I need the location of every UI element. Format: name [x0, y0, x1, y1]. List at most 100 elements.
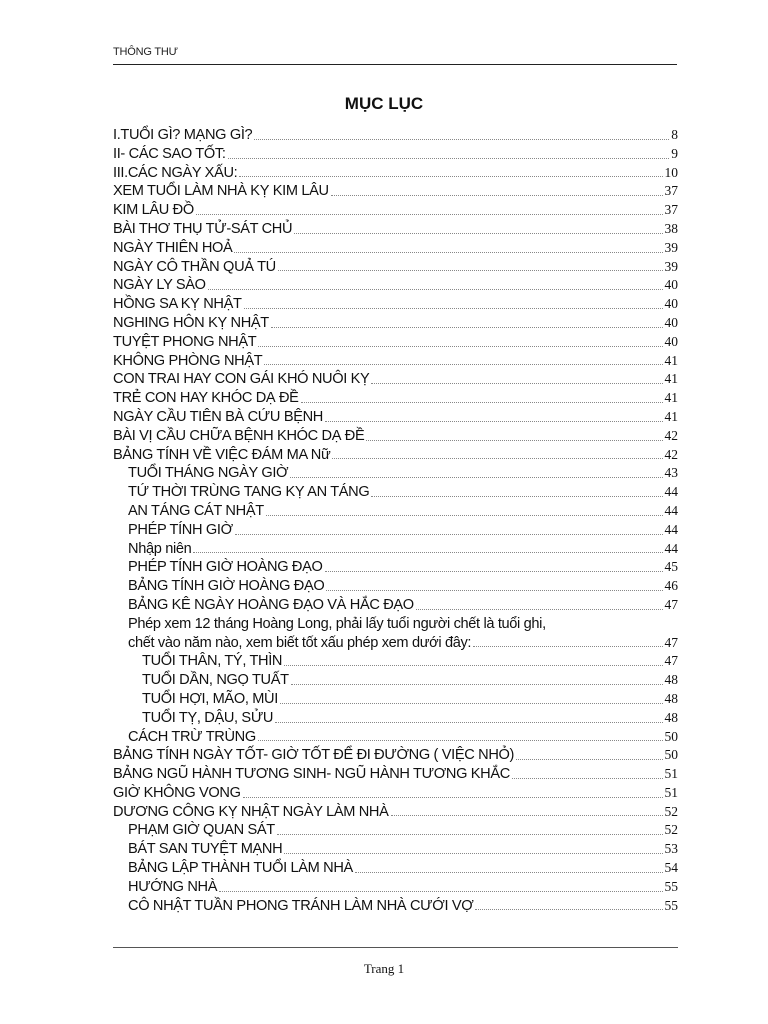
toc-entry-page: 47	[664, 596, 679, 612]
dot-leader	[290, 683, 663, 685]
toc-entry-title: BẢNG TÍNH NGÀY TỐT- GIỜ TỐT ĐỂ ĐI ĐƯỜNG …	[113, 747, 515, 764]
toc-entry[interactable]: AN TÁNG CÁT NHẬT 44	[113, 502, 678, 521]
toc-entry-page: 38	[664, 220, 679, 236]
toc-entry-title: BÀI VỊ CẦU CHỮA BỆNH KHÓC DẠ ĐỀ	[113, 427, 365, 444]
dot-leader	[219, 890, 663, 892]
toc-entry[interactable]: TRẺ CON HAY KHÓC DẠ ĐỀ 41	[113, 389, 678, 408]
toc-entry-title: BẢNG TÍNH VỀ VIỆC ĐÁM MA Nữ	[113, 446, 331, 463]
dot-leader	[279, 702, 663, 704]
toc-entry-page: 54	[664, 860, 679, 876]
toc-entry-title: TUỔI DẦN, NGỌ TUẤT	[142, 672, 289, 689]
toc-entry[interactable]: I.TUỔI GÌ? MẠNG GÌ? 8	[113, 126, 678, 145]
dot-leader	[473, 646, 663, 648]
toc-entry[interactable]: NGÀY CẦU TIÊN BÀ CỨU BỆNH 41	[113, 408, 678, 427]
toc-entry-title: TUỔI THÁNG NGÀY GIỜ	[128, 465, 289, 482]
toc-entry[interactable]: Nhập niên 44	[113, 540, 678, 559]
toc-entry[interactable]: XEM TUỔI LÀM NHÀ KỴ KIM LÂU 37	[113, 182, 678, 201]
toc-entry-title: NGHING HÔN KỴ NHẬT	[113, 314, 269, 331]
toc-entry[interactable]: III.CÁC NGÀY XẤU: 10	[113, 164, 678, 183]
toc-entry[interactable]: TUỔI TỴ, DẬU, SỬU 48	[113, 709, 678, 728]
toc-entry-title: Nhập niên	[128, 540, 192, 557]
table-of-contents: I.TUỔI GÌ? MẠNG GÌ? 8 II- CÁC SAO TỐT: 9 III…	[113, 126, 678, 915]
toc-entry-title: BẢNG KÊ NGÀY HOÀNG ĐẠO VÀ HẮC ĐẠO	[128, 596, 414, 613]
dot-leader	[300, 401, 663, 403]
toc-entry-page: 55	[664, 897, 679, 913]
toc-entry[interactable]: TUYỆT PHONG NHẬT 40	[113, 333, 678, 352]
toc-entry[interactable]: NGÀY LY SÀO 40	[113, 276, 678, 295]
toc-entry[interactable]: DƯƠNG CÔNG KỴ NHẬT NGÀY LÀM NHÀ 52	[113, 803, 678, 822]
dot-leader	[275, 721, 663, 723]
toc-entry[interactable]: BẢNG KÊ NGÀY HOÀNG ĐẠO VÀ HẮC ĐẠO 47	[113, 596, 678, 615]
toc-entry[interactable]: CÁCH TRỪ TRÙNG 50	[113, 728, 678, 747]
toc-entry[interactable]: HƯỚNG NHÀ 55	[113, 878, 678, 897]
toc-entry-page: 41	[664, 408, 679, 424]
toc-entry[interactable]: CON TRAI HAY CON GÁI KHÓ NUÔI KỴ 41	[113, 370, 678, 389]
toc-entry[interactable]: BÁT SAN TUYỆT MẠNH 53	[113, 840, 678, 859]
dot-leader	[193, 552, 663, 554]
toc-entry-page: 48	[664, 690, 679, 706]
toc-entry-page: 47	[664, 634, 679, 650]
dot-leader	[243, 307, 663, 309]
toc-entry[interactable]: II- CÁC SAO TỐT: 9	[113, 145, 678, 164]
toc-entry-title: BẢNG LẬP THÀNH TUỔI LÀM NHÀ	[128, 860, 353, 877]
toc-entry-title: PHÉP TÍNH GIỜ HOÀNG ĐẠO	[128, 559, 323, 576]
toc-entry[interactable]: KHÔNG PHÒNG NHẬT 41	[113, 352, 678, 371]
toc-entry-title: AN TÁNG CÁT NHẬT	[128, 502, 264, 519]
dot-leader	[257, 740, 663, 742]
dot-leader	[475, 909, 663, 911]
toc-entry-title: II- CÁC SAO TỐT:	[113, 145, 226, 162]
toc-entry[interactable]: PHẠM GIỜ QUAN SÁT 52	[113, 821, 678, 840]
dot-leader	[276, 834, 663, 836]
dot-leader	[239, 176, 663, 178]
toc-entry[interactable]: PHÉP TÍNH GIỜ HOÀNG ĐẠO 45	[113, 558, 678, 577]
toc-entry-page: 48	[664, 709, 679, 725]
toc-entry[interactable]: NGHING HÔN KỴ NHẬT 40	[113, 314, 678, 333]
toc-entry[interactable]: GIỜ KHÔNG VONG 51	[113, 784, 678, 803]
dot-leader	[277, 270, 663, 272]
dot-leader	[371, 495, 663, 497]
toc-entry-page: 41	[664, 352, 679, 368]
dot-leader	[254, 138, 670, 140]
toc-entry-page: 40	[664, 314, 679, 330]
toc-entry-page: 42	[664, 446, 679, 462]
toc-entry-title: NGÀY LY SÀO	[113, 277, 206, 294]
toc-entry-page: 47	[664, 653, 679, 669]
toc-entry[interactable]: TỨ THỜI TRÙNG TANG KỴ AN TÁNG 44	[113, 483, 678, 502]
toc-entry[interactable]: KIM LÂU ĐỒ 37	[113, 201, 678, 220]
toc-entry[interactable]: BẢNG TÍNH VỀ VIỆC ĐÁM MA Nữ 42	[113, 446, 678, 465]
toc-entry[interactable]: BÀI VỊ CẦU CHỮA BỆNH KHÓC DẠ ĐỀ 42	[113, 427, 678, 446]
toc-entry[interactable]: TUỔI THÁNG NGÀY GIỜ 43	[113, 464, 678, 483]
toc-entry-page: 44	[664, 484, 679, 500]
toc-entry[interactable]: BÀI THƠ THỤ TỬ-SÁT CHỦ 38	[113, 220, 678, 239]
toc-entry-title: BẢNG NGŨ HÀNH TƯƠNG SINH- NGŨ HÀNH TƯƠNG…	[113, 766, 510, 783]
toc-entry[interactable]: BẢNG LẬP THÀNH TUỔI LÀM NHÀ 54	[113, 859, 678, 878]
toc-entry[interactable]: BẢNG NGŨ HÀNH TƯƠNG SINH- NGŨ HÀNH TƯƠNG…	[113, 765, 678, 784]
toc-entry[interactable]: NGÀY THIÊN HOẢ 39	[113, 239, 678, 258]
toc-entry-page: 40	[664, 296, 679, 312]
dot-leader	[290, 477, 663, 479]
toc-entry[interactable]: BẢNG TÍNH GIỜ HOÀNG ĐẠO 46	[113, 577, 678, 596]
toc-entry-title: HỒNG SA KỴ NHẬT	[113, 296, 242, 313]
dot-leader	[326, 589, 663, 591]
dot-leader	[284, 853, 663, 855]
dot-leader	[511, 777, 663, 779]
toc-entry[interactable]: CÔ NHẬT TUẦN PHONG TRÁNH LÀM NHÀ CƯỚI VỢ…	[113, 897, 678, 916]
toc-entry-page: 37	[664, 202, 679, 218]
toc-entry-page: 44	[664, 540, 679, 556]
toc-entry[interactable]: BẢNG TÍNH NGÀY TỐT- GIỜ TỐT ĐỂ ĐI ĐƯỜNG …	[113, 746, 678, 765]
toc-entry-page: 37	[664, 183, 679, 199]
toc-entry[interactable]: HỒNG SA KỴ NHẬT 40	[113, 295, 678, 314]
page-number: Trang 1	[363, 961, 405, 976]
dot-leader	[324, 571, 663, 573]
toc-entry[interactable]: TUỔI DẦN, NGỌ TUẤT 48	[113, 671, 678, 690]
toc-entry[interactable]: TUỔI THÂN, TÝ, THÌN 47	[113, 652, 678, 671]
toc-entry[interactable]: Phép xem 12 tháng Hoàng Long, phải lấy t…	[113, 615, 678, 653]
toc-entry[interactable]: TUỔI HỢI, MÃO, MÙI 48	[113, 690, 678, 709]
toc-entry[interactable]: PHÉP TÍNH GIỜ 44	[113, 521, 678, 540]
toc-entry-page: 43	[664, 465, 679, 481]
toc-entry-page: 41	[664, 371, 679, 387]
toc-entry-page: 40	[664, 333, 679, 349]
dot-leader	[234, 251, 663, 253]
toc-entry[interactable]: NGÀY CÔ THẦN QUẢ TÚ 39	[113, 258, 678, 277]
toc-entry-page: 52	[664, 822, 679, 838]
